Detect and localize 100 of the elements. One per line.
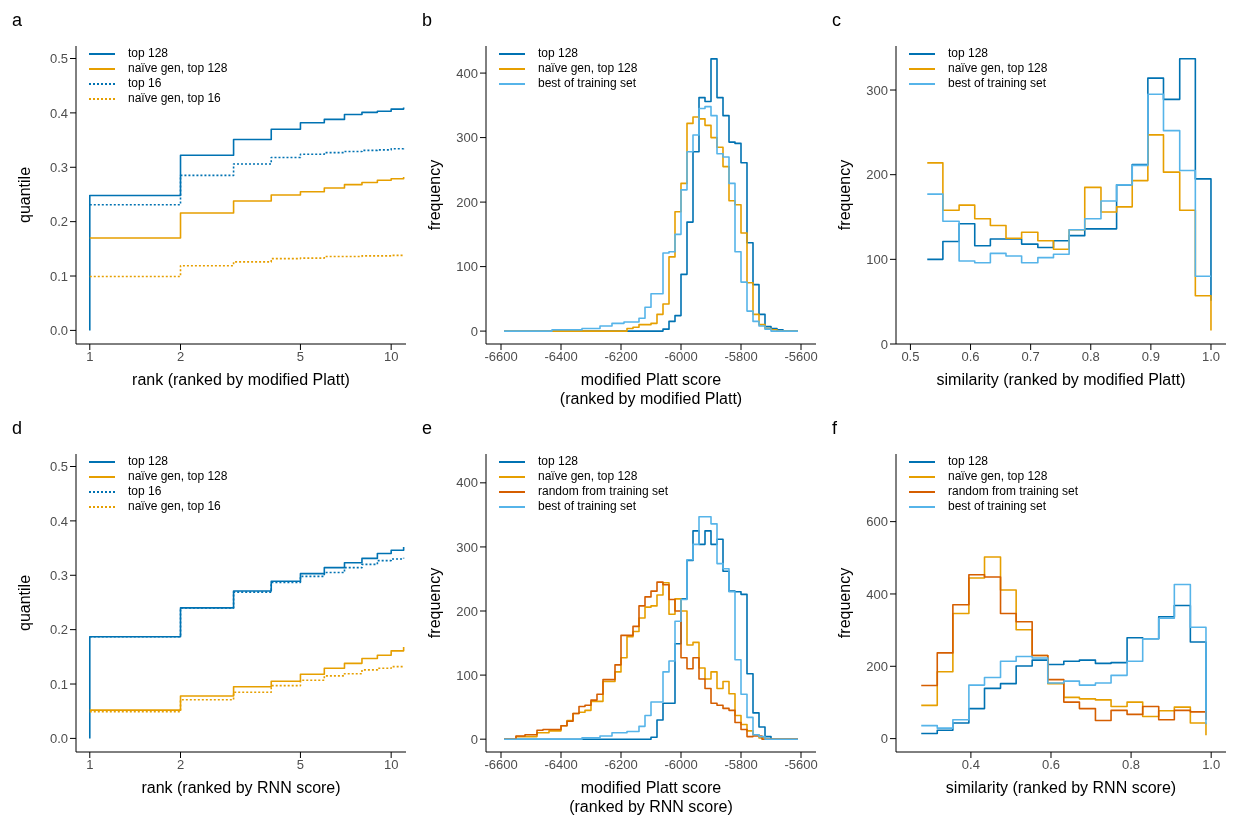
legend-label: top 128 <box>128 46 169 61</box>
legend-label: naïve gen, top 128 <box>538 469 638 484</box>
x-tick-label: 1.0 <box>1202 757 1221 773</box>
legend-label: top 16 <box>128 76 162 91</box>
y-tick-label: 100 <box>866 251 888 267</box>
x-tick-label: 2 <box>176 349 185 365</box>
legend-label: top 128 <box>948 46 989 61</box>
y-tick-label: 0.0 <box>49 323 68 339</box>
x-tick-label: -5600 <box>784 757 818 773</box>
chart-title: b <box>422 10 433 31</box>
y-tick-label: 400 <box>456 65 478 81</box>
legend-label: naïve gen, top 128 <box>128 469 228 484</box>
y-tick-label: 0.3 <box>49 567 68 583</box>
legend-label: best of training set <box>538 499 637 514</box>
x-tick-label: -6200 <box>604 349 638 365</box>
y-tick-label: 0.4 <box>49 513 68 529</box>
y-axis-title: frequency <box>425 567 443 639</box>
legend-label: naïve gen, top 16 <box>128 499 221 514</box>
y-axis-title: quantile <box>15 166 33 224</box>
y-tick-label: 0 <box>470 323 478 339</box>
x-tick-label: 1.0 <box>1201 349 1221 365</box>
y-tick-label: 400 <box>866 586 888 602</box>
chart-title: e <box>422 418 433 439</box>
x-tick-label: 1 <box>86 757 94 773</box>
y-tick-label: 0 <box>470 731 478 747</box>
x-axis-title: similarity (ranked by RNN score) <box>944 778 1178 797</box>
x-tick-label: -6200 <box>604 757 638 773</box>
y-axis-title: frequency <box>835 567 853 639</box>
x-axis-title: modified Platt score (ranked by modified Platt) <box>558 370 744 408</box>
y-tick-label: 0.5 <box>49 459 68 475</box>
legend-label: top 128 <box>128 454 169 469</box>
legend-label: naïve gen, top 128 <box>128 61 228 76</box>
y-axis-title: quantile <box>15 574 33 632</box>
legend-label: random from training set <box>538 484 669 499</box>
y-axis-title: frequency <box>835 159 853 231</box>
y-tick-label: 200 <box>456 603 478 619</box>
legend-label: top 16 <box>128 484 162 499</box>
chart-title: f <box>832 418 838 439</box>
x-tick-label: -6600 <box>484 349 518 365</box>
x-tick-label: 1 <box>86 349 94 365</box>
x-tick-label: -6000 <box>664 757 698 773</box>
legend-label: naïve gen, top 128 <box>538 61 638 76</box>
x-axis-title: modified Platt score (ranked by RNN score) <box>568 778 734 816</box>
x-tick-label: -6000 <box>664 349 698 365</box>
legend-label: best of training set <box>948 499 1047 514</box>
y-tick-label: 200 <box>456 194 478 210</box>
x-tick-label: -6400 <box>544 349 578 365</box>
legend-label: random from training set <box>948 484 1079 499</box>
x-tick-label: -5800 <box>724 757 758 773</box>
y-tick-label: 100 <box>456 667 478 683</box>
x-tick-label: 0.6 <box>961 349 980 365</box>
legend-label: top 128 <box>538 46 579 61</box>
x-tick-label: 0.6 <box>1041 757 1061 773</box>
y-tick-label: 300 <box>456 539 478 555</box>
legend-label: best of training set <box>538 76 637 91</box>
x-tick-label: 5 <box>296 757 305 773</box>
y-axis-title: frequency <box>425 159 443 231</box>
chart-title: d <box>12 418 23 439</box>
legend-label: naïve gen, top 128 <box>948 469 1048 484</box>
x-tick-label: 0.4 <box>961 757 980 773</box>
y-tick-label: 0.3 <box>49 159 68 175</box>
x-tick-label: 0.9 <box>1141 349 1160 365</box>
y-tick-label: 0 <box>880 731 888 747</box>
y-tick-label: 0 <box>880 336 888 352</box>
y-tick-label: 0.4 <box>49 105 68 121</box>
x-tick-label: 0.7 <box>1021 349 1040 365</box>
y-tick-label: 0.0 <box>49 731 68 747</box>
x-axis-title: rank (ranked by RNN score) <box>140 778 342 797</box>
x-tick-label: -5800 <box>724 349 758 365</box>
y-tick-label: 600 <box>866 514 888 530</box>
y-tick-label: 0.1 <box>49 268 68 284</box>
legend-label: top 128 <box>538 454 579 469</box>
x-tick-label: -6400 <box>544 757 578 773</box>
y-tick-label: 0.5 <box>49 51 68 67</box>
x-tick-label: 5 <box>296 349 305 365</box>
x-tick-label: 0.5 <box>901 349 920 365</box>
chart-title: c <box>832 10 841 31</box>
x-tick-label: 0.8 <box>1122 757 1141 773</box>
legend-label: naïve gen, top 16 <box>128 91 221 106</box>
x-tick-label: 0.8 <box>1081 349 1100 365</box>
chart-title: a <box>12 10 23 31</box>
x-tick-label: 10 <box>383 757 399 773</box>
y-tick-label: 400 <box>456 475 478 491</box>
y-tick-label: 0.1 <box>49 676 68 692</box>
legend-label: naïve gen, top 128 <box>948 61 1048 76</box>
y-tick-label: 100 <box>456 259 478 275</box>
y-tick-label: 0.2 <box>49 214 68 230</box>
x-tick-label: -6600 <box>484 757 518 773</box>
x-axis-title: rank (ranked by modified Platt) <box>131 370 351 389</box>
x-tick-label: -5600 <box>784 349 818 365</box>
y-tick-label: 300 <box>866 82 888 98</box>
x-tick-label: 2 <box>176 757 185 773</box>
legend-label: best of training set <box>948 76 1047 91</box>
y-tick-label: 0.2 <box>49 622 68 638</box>
y-tick-label: 200 <box>866 658 888 674</box>
x-axis-title: similarity (ranked by modified Platt) <box>935 370 1187 389</box>
x-tick-label: 10 <box>383 349 399 365</box>
legend-label: top 128 <box>948 454 989 469</box>
y-tick-label: 200 <box>866 167 888 183</box>
y-tick-label: 300 <box>456 130 478 146</box>
